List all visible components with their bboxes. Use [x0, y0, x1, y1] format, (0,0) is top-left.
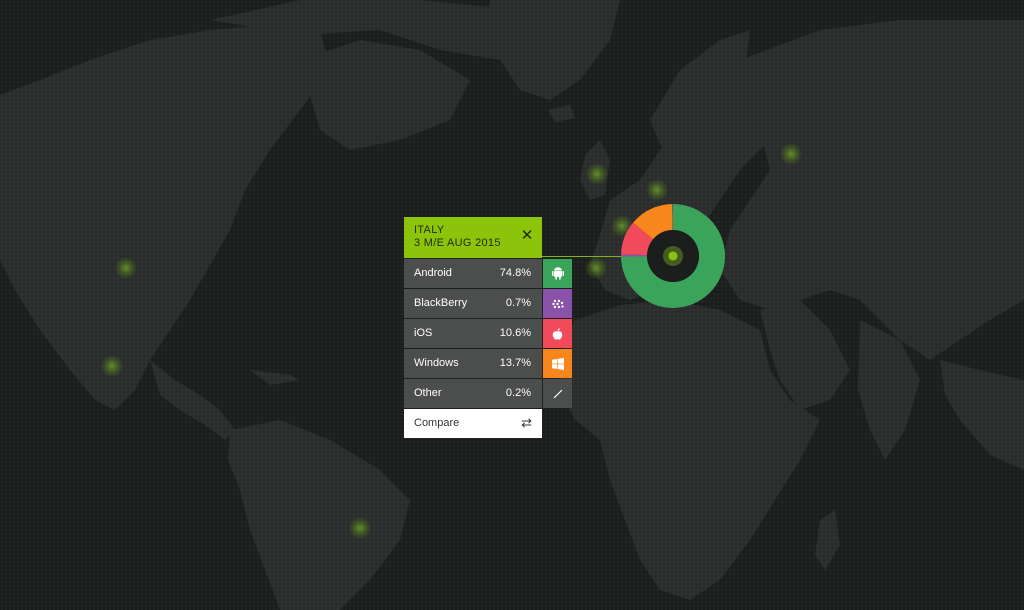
- country-name: ITALY: [414, 224, 445, 236]
- donut-slice-android: [621, 204, 725, 308]
- donut-slice-blackberry: [621, 254, 648, 257]
- hotspot-brazil[interactable]: [349, 517, 371, 539]
- donut-slice-ios: [621, 222, 654, 256]
- os-value: 10.6%: [499, 327, 531, 339]
- africa: [560, 300, 820, 600]
- blackberry-icon[interactable]: [543, 289, 572, 318]
- connector-line: [542, 256, 672, 257]
- swap-arrows-icon: ⇄: [521, 415, 532, 430]
- compare-label: Compare: [414, 417, 460, 429]
- north-america: [0, 25, 330, 410]
- os-label: Windows: [414, 357, 459, 369]
- donut-slice-other: [672, 204, 673, 231]
- period-label: 3 M/E AUG 2015: [414, 237, 501, 249]
- asia: [720, 20, 1024, 360]
- panel-header: ITALY 3 M/E AUG 2015 ✕: [404, 217, 542, 258]
- donut-slice-windows: [633, 204, 673, 240]
- close-icon[interactable]: ✕: [520, 227, 534, 244]
- compare-button[interactable]: Compare ⇄: [404, 409, 542, 438]
- country-marker[interactable]: [668, 251, 678, 261]
- os-label: Android: [414, 267, 452, 279]
- android-icon[interactable]: [543, 259, 572, 288]
- os-row-android[interactable]: Android 74.8%: [404, 259, 542, 288]
- other-icon[interactable]: [543, 379, 572, 408]
- hotspot-germany[interactable]: [646, 179, 668, 201]
- os-value: 0.7%: [505, 297, 531, 309]
- hotspot-usa[interactable]: [115, 257, 137, 279]
- hotspot-uk[interactable]: [586, 163, 608, 185]
- os-value: 0.2%: [505, 387, 531, 399]
- apple-icon[interactable]: [543, 319, 572, 348]
- hotspot-mexico[interactable]: [101, 355, 123, 377]
- country-info-panel: ITALY 3 M/E AUG 2015 ✕ Android 74.8% Bla…: [404, 217, 542, 438]
- hotspot-spain[interactable]: [585, 257, 607, 279]
- os-label: BlackBerry: [414, 297, 468, 309]
- os-label: Other: [414, 387, 442, 399]
- os-value: 74.8%: [499, 267, 531, 279]
- south-america: [228, 420, 410, 610]
- os-row-ios[interactable]: iOS 10.6%: [404, 319, 542, 348]
- hotspot-russia[interactable]: [780, 143, 802, 165]
- os-share-donut-chart: [621, 204, 725, 308]
- windows-icon[interactable]: [543, 349, 572, 378]
- os-row-windows[interactable]: Windows 13.7%: [404, 349, 542, 378]
- os-label: iOS: [414, 327, 433, 339]
- os-row-blackberry[interactable]: BlackBerry 0.7%: [404, 289, 542, 318]
- os-value: 13.7%: [499, 357, 531, 369]
- os-row-other[interactable]: Other 0.2%: [404, 379, 542, 408]
